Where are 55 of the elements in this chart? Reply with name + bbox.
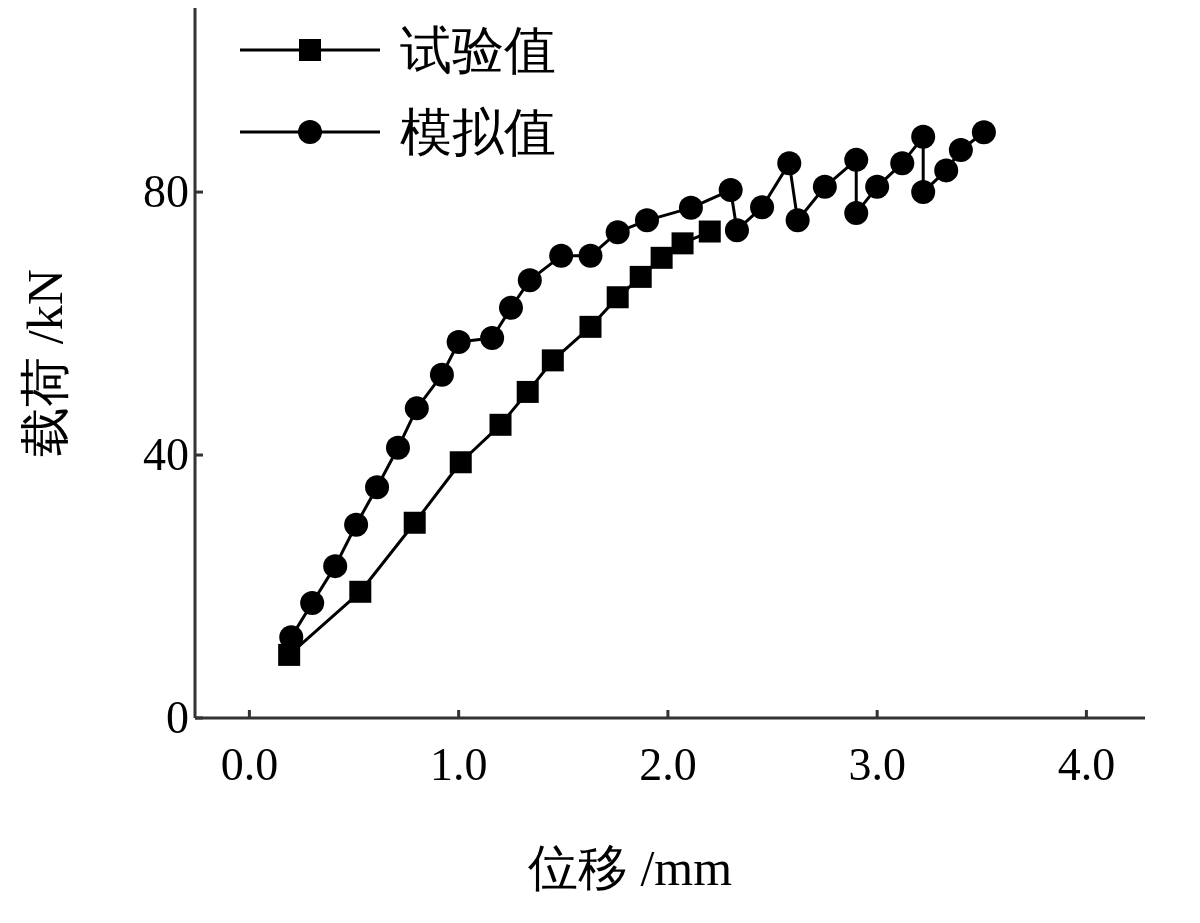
legend-label: 试验值 xyxy=(400,22,556,79)
point xyxy=(365,475,390,500)
x-tick-label: 3.0 xyxy=(848,739,906,790)
point xyxy=(516,380,539,403)
point xyxy=(844,201,869,226)
point xyxy=(750,195,775,220)
point xyxy=(403,511,426,534)
point xyxy=(948,138,973,162)
point xyxy=(579,315,602,338)
point xyxy=(718,178,743,203)
point xyxy=(541,349,564,372)
x-tick-label: 4.0 xyxy=(1057,739,1116,790)
point xyxy=(404,396,429,421)
point xyxy=(844,147,869,172)
y-tick-label: 40 xyxy=(143,429,189,481)
x-tick-label: 0.0 xyxy=(220,739,279,790)
point xyxy=(890,151,915,176)
point xyxy=(517,268,542,293)
point xyxy=(300,590,325,615)
point xyxy=(578,243,603,268)
point xyxy=(385,435,410,460)
point xyxy=(777,151,802,176)
legend-label: 模拟值 xyxy=(400,104,556,161)
x-tick-label: 1.0 xyxy=(429,739,488,790)
y-tick-label: 0 xyxy=(166,692,189,743)
y-axis-title: 载荷 /kN xyxy=(17,269,73,457)
point xyxy=(698,220,721,243)
point xyxy=(606,286,629,309)
point xyxy=(911,124,936,149)
x-axis-title: 位移 /mm xyxy=(527,840,733,896)
point xyxy=(785,208,810,233)
point xyxy=(480,326,505,351)
point xyxy=(429,362,454,387)
point xyxy=(634,208,659,233)
point xyxy=(629,265,652,288)
point xyxy=(323,554,348,579)
x-tick-label: 2.0 xyxy=(639,739,697,790)
point xyxy=(678,195,703,220)
point xyxy=(449,451,472,474)
point xyxy=(489,413,512,436)
point xyxy=(498,295,523,320)
point xyxy=(911,180,936,205)
point xyxy=(549,243,574,268)
point xyxy=(724,218,749,243)
point xyxy=(865,174,890,199)
point xyxy=(812,174,837,199)
point xyxy=(934,158,959,183)
point xyxy=(671,232,694,255)
point xyxy=(650,246,673,269)
point xyxy=(605,220,630,245)
point xyxy=(446,329,471,354)
point xyxy=(344,512,369,537)
point xyxy=(971,120,996,145)
point xyxy=(349,580,372,603)
y-tick-label: 80 xyxy=(143,166,189,218)
